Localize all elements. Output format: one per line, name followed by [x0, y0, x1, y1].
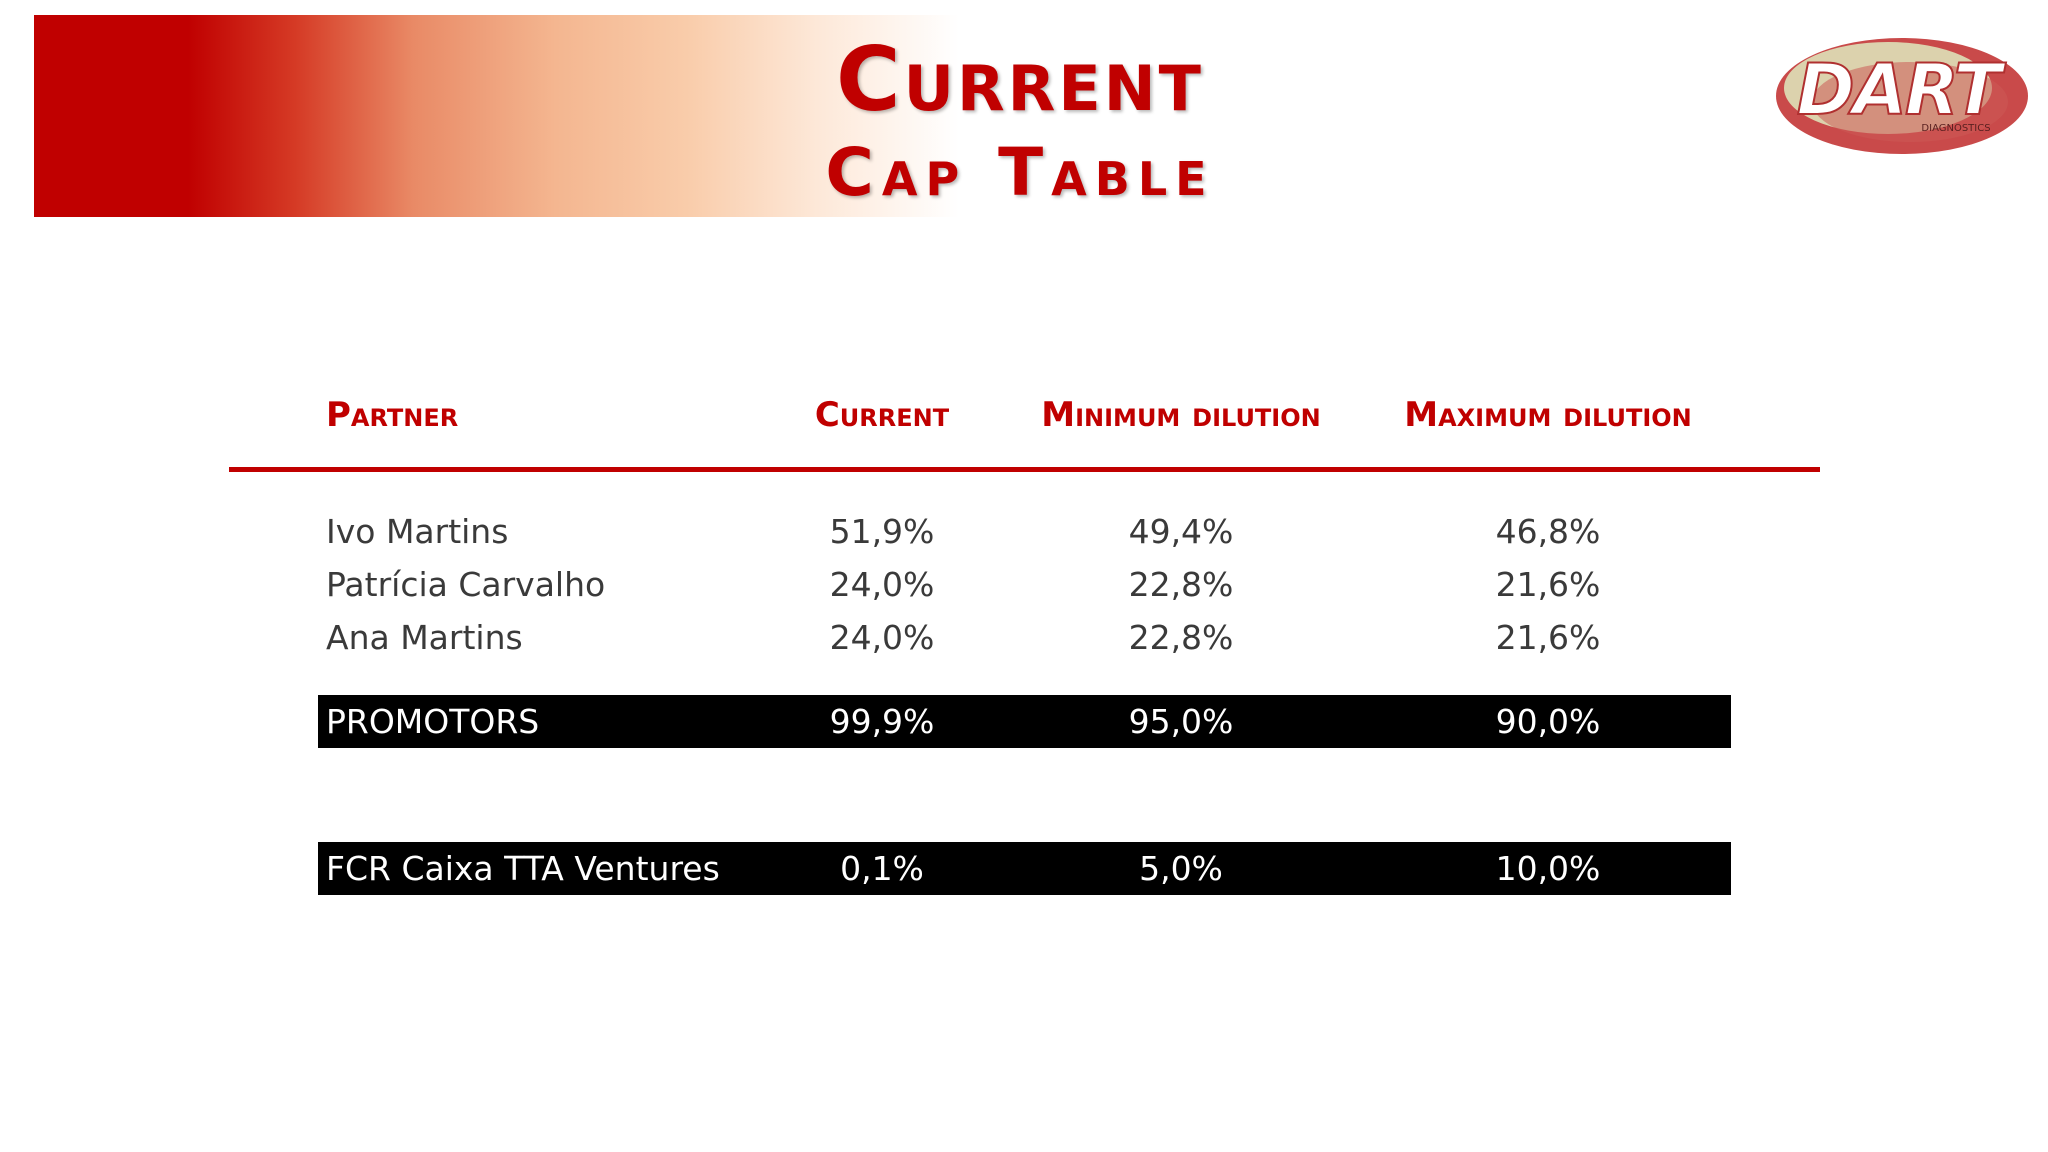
investor-row-background [318, 842, 1731, 895]
maximum-dilution-value: 46,8% [1495, 512, 1601, 551]
header-maximum-dilution: Maximum dilution [1404, 395, 1692, 435]
current-value: 24,0% [829, 565, 935, 604]
minimum-dilution-value: 22,8% [1128, 618, 1234, 657]
promotors-maximum-dilution: 90,0% [1495, 702, 1601, 741]
dart-logo: DART DIAGNOSTICS [1776, 38, 2028, 154]
current-value: 24,0% [829, 618, 935, 657]
partner-name: Ivo Martins [326, 512, 509, 551]
table-header: Partner Current Minimum dilution Maximum… [0, 395, 2048, 435]
svg-text:DART: DART [1797, 49, 2007, 131]
investor-maximum-dilution: 10,0% [1495, 849, 1601, 888]
promotors-row-background [318, 695, 1731, 748]
svg-text:DIAGNOSTICS: DIAGNOSTICS [1921, 123, 1990, 134]
table-row: Ana Martins 24,0% 22,8% 21,6% [0, 611, 2048, 664]
title-banner [34, 15, 1220, 217]
current-value: 51,9% [829, 512, 935, 551]
investor-row: FCR Caixa TTA Ventures 0,1% 5,0% 10,0% [0, 842, 2048, 895]
investor-name: FCR Caixa TTA Ventures [326, 849, 720, 888]
promotors-row: PROMOTORS 99,9% 95,0% 90,0% [0, 695, 2048, 748]
slide-subtitle: Cap Table [825, 134, 1215, 211]
maximum-dilution-value: 21,6% [1495, 618, 1601, 657]
slide-title: Current [836, 28, 1204, 131]
partner-name: Patrícia Carvalho [326, 565, 606, 604]
promotors-label: PROMOTORS [326, 702, 540, 741]
table-row: Ivo Martins 51,9% 49,4% 46,8% [0, 505, 2048, 558]
partner-name: Ana Martins [326, 618, 523, 657]
header-minimum-dilution: Minimum dilution [1041, 395, 1321, 435]
minimum-dilution-value: 22,8% [1128, 565, 1234, 604]
header-current: Current [814, 395, 950, 435]
investor-minimum-dilution: 5,0% [1139, 849, 1223, 888]
header-divider [229, 467, 1820, 472]
investor-current: 0,1% [840, 849, 924, 888]
promotors-minimum-dilution: 95,0% [1128, 702, 1234, 741]
promotors-current: 99,9% [829, 702, 935, 741]
maximum-dilution-value: 21,6% [1495, 565, 1601, 604]
minimum-dilution-value: 49,4% [1128, 512, 1234, 551]
table-row: Patrícia Carvalho 24,0% 22,8% 21,6% [0, 558, 2048, 611]
header-partner: Partner [326, 395, 459, 435]
